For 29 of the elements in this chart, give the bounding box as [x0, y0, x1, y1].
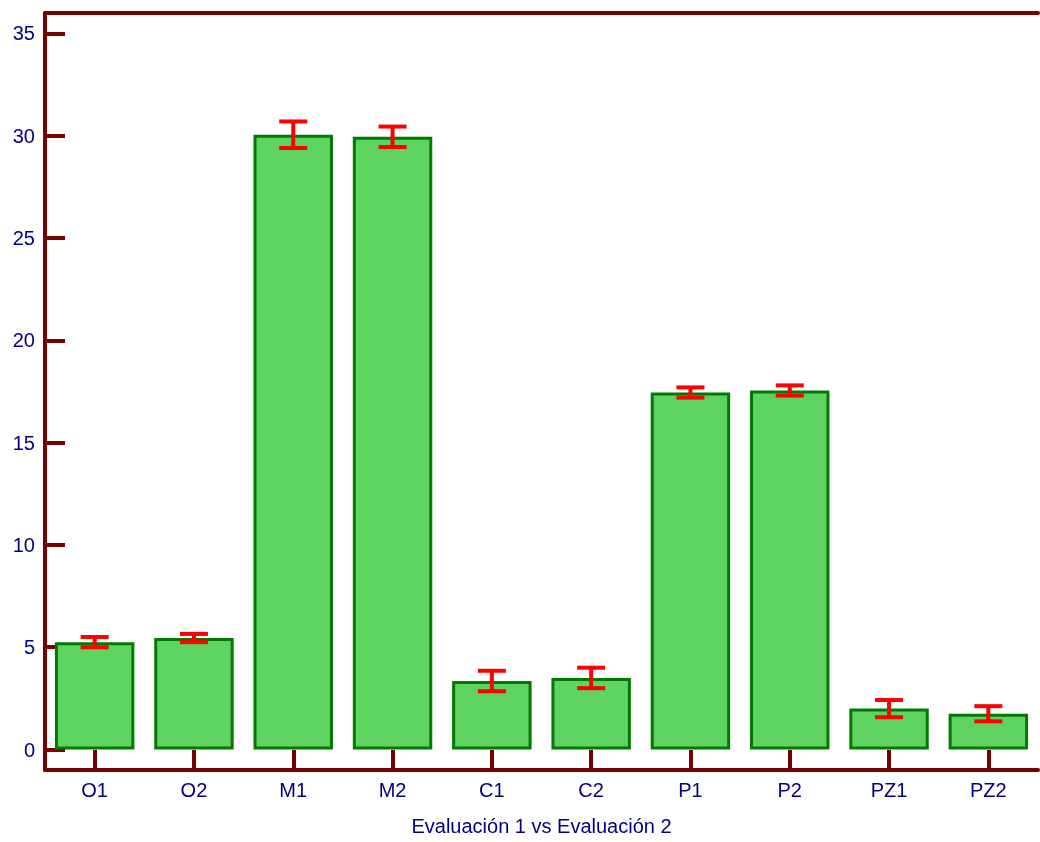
bar	[253, 134, 333, 750]
bar	[452, 681, 532, 750]
x-tick-label: C1	[479, 779, 505, 801]
bar	[54, 642, 135, 750]
x-tick-label: O1	[81, 779, 108, 801]
x-tick-label: P1	[678, 779, 703, 801]
x-tick-label: PZ1	[870, 779, 908, 801]
x-tick-label: PZ2	[970, 779, 1007, 801]
y-tick-label: 20	[12, 329, 35, 352]
bar	[154, 638, 234, 750]
bar	[948, 713, 1029, 750]
y-tick-label: 5	[23, 636, 35, 659]
bar	[352, 136, 433, 750]
y-tick-label: 25	[12, 227, 35, 250]
bar	[750, 390, 830, 750]
bar	[551, 677, 631, 750]
y-tick-label: 15	[12, 431, 35, 454]
x-axis-title: Evaluación 1 vs Evaluación 2	[411, 815, 672, 837]
y-tick-label: 10	[12, 533, 35, 556]
x-tick-label: P2	[777, 779, 802, 801]
bar	[849, 708, 929, 750]
x-tick-label: M2	[378, 779, 407, 801]
y-tick-label: 30	[12, 124, 35, 147]
x-tick-label: C2	[578, 779, 604, 801]
x-tick-label: M1	[279, 779, 308, 801]
y-tick-label: 35	[12, 22, 35, 45]
x-tick-label: O2	[180, 779, 208, 801]
y-tick-label: 0	[23, 738, 35, 761]
bar	[650, 392, 731, 750]
